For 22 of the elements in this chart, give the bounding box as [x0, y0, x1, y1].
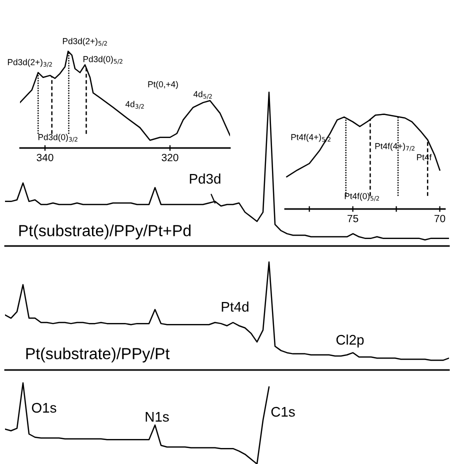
series-label: Pt(substrate)/PPy/Pt+Pd: [19, 224, 191, 240]
x-tick-label: 320: [162, 154, 178, 162]
annotation: Pt(0,+4): [148, 80, 178, 90]
annotation: Pt4d: [222, 302, 248, 312]
series-label: Pt(substrate)/PPy/Pt: [26, 348, 170, 362]
annotation: C1s: [271, 406, 295, 417]
x-tick-label: 70: [434, 214, 446, 222]
x-tick-label: 340: [36, 154, 54, 162]
text: Pd3d(2+)$_{5/2}$: [62, 38, 107, 46]
annotation: Pt4f: [417, 154, 432, 160]
annotation: N1s: [146, 412, 169, 422]
annotation: 4d$_{5/2}$: [193, 90, 212, 100]
annotation: Pt4f(0)$_{5/2}$: [344, 192, 379, 202]
annotation: Cl2p: [336, 334, 364, 348]
x-tick-label: 75: [348, 214, 358, 222]
annotation: Pd3d(2+)$_{3/2}$: [8, 58, 52, 68]
annotation: Pd3d(0)$_{3/2}$: [38, 134, 78, 142]
annotation: Pd3d: [190, 174, 220, 184]
annotation: Pd3d(0)$_{5/2}$: [83, 56, 122, 64]
annotation: Pt4f(4+)$_{7/2}$: [375, 142, 414, 152]
annotation: 4d$_{3/2}$: [125, 100, 144, 110]
annotation: O1s: [32, 402, 56, 413]
